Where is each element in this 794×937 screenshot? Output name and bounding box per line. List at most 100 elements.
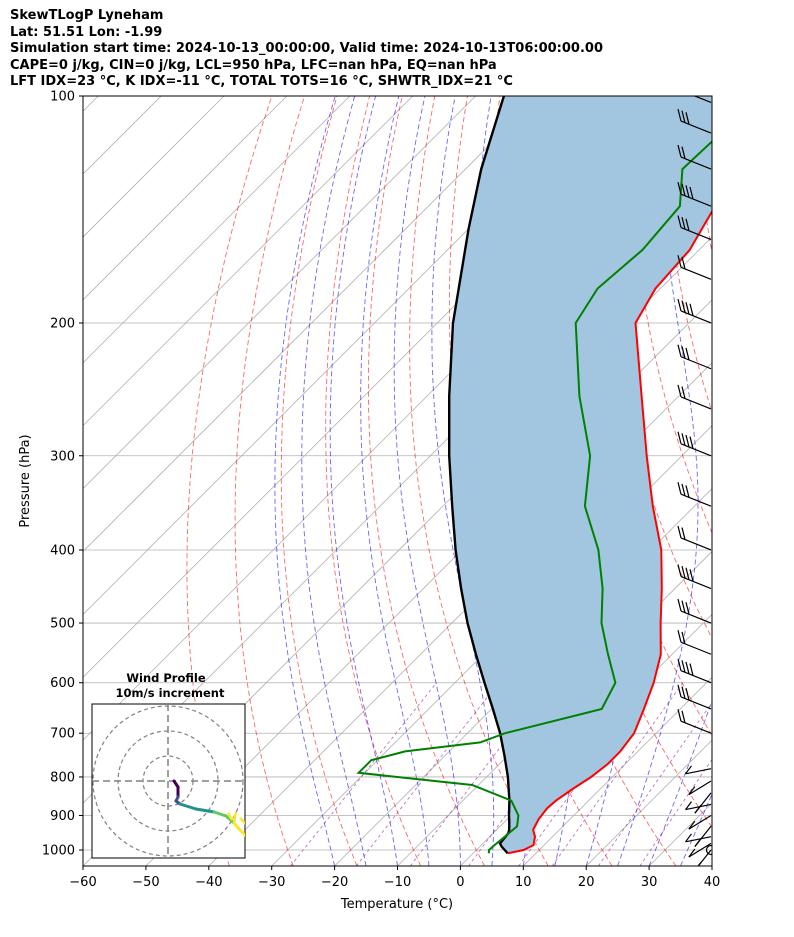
plot-area [83,96,794,866]
y-tick-label: 600 [50,676,75,691]
mixing-ratio-line [551,682,684,866]
wind-barb [677,630,712,655]
hodograph-title: Wind Profile [126,671,206,685]
moist-adiabat [648,699,712,866]
hodograph-segment [232,821,242,832]
x-tick-label: −40 [195,875,222,890]
isotherm [271,425,712,866]
dry-adiabat [728,96,794,866]
dry-adiabat [662,96,712,414]
dry-adiabat [367,96,485,866]
title-line: SkewTLogP Lyneham [10,8,164,23]
wind-barb [677,144,712,170]
isotherm [83,96,413,427]
hodograph-segment [212,810,228,818]
wind-barb [677,482,712,507]
y-tick-label: 500 [50,617,75,632]
wind-barb [677,684,712,710]
x-tick-label: −10 [384,875,411,890]
time-line: Simulation start time: 2024-10-13_00:00:… [10,41,603,56]
x-tick-label: 20 [578,875,595,890]
hodograph-segment [238,828,245,838]
y-tick-label: 300 [50,449,75,464]
x-tick-label: 10 [515,875,532,890]
dry-adiabat [280,96,358,866]
cin-shade [449,96,712,854]
temperature-line [507,209,712,855]
wind-barb [685,801,712,811]
isotherm [334,488,712,866]
wind-barb [677,709,712,734]
wind-barb [677,255,712,280]
moist-adiabat [617,96,699,866]
wind-barb [677,182,712,207]
x-tick-label: −20 [321,875,348,890]
x-tick-label: −30 [258,875,285,890]
hodograph: Wind Profile 10m/s increment [91,671,246,859]
wind-barb [677,658,712,684]
wind-barb [677,384,712,410]
y-tick-label: 900 [50,809,75,824]
y-tick-label: 700 [50,727,75,742]
hodograph-segment [194,807,216,814]
x-tick-label: 30 [641,875,658,890]
wind-barb [688,842,712,858]
wind-barb [677,344,712,370]
indices-line: LFT IDX=23 °C, K IDX=-11 °C, TOTAL TOTS=… [10,74,513,89]
x-tick-label: 0 [456,875,464,890]
moist-adiabat [711,864,712,866]
wind-barb [688,815,712,830]
moist-adiabat [301,96,367,866]
hodograph-subtitle: 10m/s increment [116,686,225,700]
wind-barb [694,825,712,847]
dry-adiabat [186,96,273,866]
y-tick-label: 1000 [42,844,75,859]
wind-barb [685,765,712,775]
title-block: SkewTLogP Lyneham Lat: 51.51 Lon: -1.99 … [10,8,603,91]
dewpoint-line [356,140,712,854]
isotherm [775,96,794,866]
dry-adiabat [234,96,305,866]
wind-barb [677,431,712,457]
isotherm [83,96,288,301]
wind-barb [677,298,712,324]
wind-barb [677,525,712,551]
hodograph-segment [178,802,198,811]
wind-barb [697,849,712,866]
mixing-ratio-line [355,682,499,866]
isotherm [83,96,476,490]
y-tick-label: 400 [50,543,75,558]
x-tick-label: −50 [132,875,159,890]
wind-barb [685,833,712,843]
moist-adiabat [329,96,398,866]
x-tick-label: 40 [704,875,721,890]
location-line: Lat: 51.51 Lon: -1.99 [10,24,163,40]
dry-adiabat [761,96,794,866]
isotherm [711,865,712,866]
wind-barb [694,792,712,814]
wind-barb [677,598,712,624]
wind-barb [677,108,712,134]
moist-adiabat [274,96,336,866]
wind-barb [677,564,712,590]
y-axis-label: Pressure (hPa) [18,434,33,527]
moist-adiabat [393,96,461,866]
x-axis-label: Temperature (°C) [340,897,453,912]
axes: −60 −50 −40 −30 −20 −10 0 10 20 30 40 100 200 300 400 5… [42,90,720,891]
cape-line: CAPE=0 j/kg, CIN=0 j/kg, LCL=950 hPa, LF… [10,57,497,73]
x-tick-label: −60 [69,875,96,890]
y-tick-label: 200 [50,316,75,331]
y-tick-label: 800 [50,770,75,785]
isotherm [83,96,351,364]
isotherm [83,96,539,553]
moist-adiabat [680,792,712,866]
wind-barb [677,215,712,241]
wind-barb [688,780,712,796]
calm-wind-circle [705,844,712,856]
moist-adiabat [431,96,495,866]
y-tick-label: 100 [50,90,75,105]
isotherm [83,96,225,238]
mixing-ratio-line [598,701,712,866]
hodograph-segment [224,814,236,825]
